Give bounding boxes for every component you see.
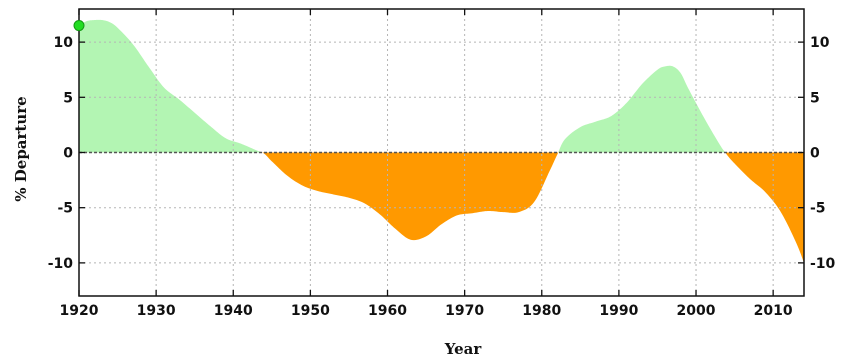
x-tick-label-1950: 1950 <box>291 303 330 319</box>
x-tick-label-1920: 1920 <box>60 303 99 319</box>
y-tick-label-left-10: 10 <box>54 35 74 51</box>
x-tick-label-1960: 1960 <box>368 303 407 319</box>
y-tick-label-right-10: 10 <box>810 35 830 51</box>
y-tick-label-right--10: -10 <box>810 256 836 272</box>
axis-ticks: 1920 1930 1940 1950 1960 1970 1980 1990 2000 2010… <box>48 9 836 319</box>
x-tick-label-1990: 1990 <box>599 303 638 319</box>
y-tick-label-left--10: -10 <box>48 256 74 272</box>
start-marker <box>73 20 85 32</box>
start-point-marker <box>73 20 85 32</box>
negative-area-3 <box>725 152 804 263</box>
y-tick-label-left--5: -5 <box>57 201 73 217</box>
x-tick-label-1980: 1980 <box>522 303 561 319</box>
grid <box>79 9 804 296</box>
x-tick-label-1940: 1940 <box>214 303 253 319</box>
y-tick-label-right-0: 0 <box>810 146 820 162</box>
area-fills <box>79 19 804 263</box>
x-axis-title: Year <box>444 340 483 358</box>
positive-area-0 <box>79 19 263 153</box>
x-tick-label-2000: 2000 <box>677 303 716 319</box>
x-tick-label-2010: 2010 <box>754 303 793 319</box>
y-axis-title: % Departure <box>12 96 30 201</box>
positive-area-2 <box>558 65 726 153</box>
y-tick-label-right-5: 5 <box>810 90 820 106</box>
negative-area-1 <box>262 152 559 241</box>
y-tick-label-left-5: 5 <box>63 90 73 106</box>
x-tick-label-1970: 1970 <box>445 303 484 319</box>
y-tick-label-left-0: 0 <box>63 146 73 162</box>
x-tick-label-1930: 1930 <box>137 303 176 319</box>
y-tick-label-right--5: -5 <box>810 201 826 217</box>
